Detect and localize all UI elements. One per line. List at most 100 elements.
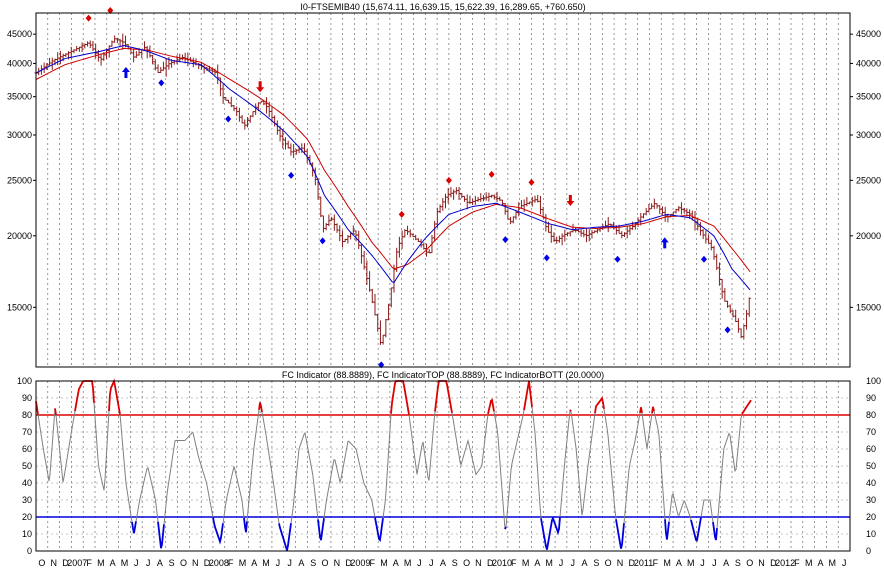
x-tick-label: A: [582, 558, 588, 568]
x-tick-label: S: [310, 558, 316, 568]
x-tick-label: D: [487, 558, 494, 568]
x-tick-label: S: [169, 558, 175, 568]
price-ytick-label-left: 20000: [7, 231, 32, 241]
x-tick-label: F: [86, 558, 92, 568]
indicator-plot-frame: [35, 380, 851, 552]
indicator-ytick-label-right: 80: [866, 410, 876, 420]
indicator-ytick-label-left: 40: [22, 478, 32, 488]
x-tick-label: J: [712, 558, 717, 568]
x-tick-label: M: [121, 558, 129, 568]
x-tick-label: A: [534, 558, 540, 568]
x-tick-label: D: [62, 558, 69, 568]
price-ytick-label-right: 15000: [856, 302, 881, 312]
x-tick-label: O: [180, 558, 187, 568]
x-tick-label: 2011: [634, 558, 653, 568]
buy-signal-arrow: [121, 66, 130, 78]
buy-signal-diamond: [700, 255, 707, 263]
x-tick-label: J: [287, 558, 292, 568]
x-tick-label: A: [817, 558, 823, 568]
x-tick-label: A: [110, 558, 116, 568]
price-ytick-label-right: 25000: [856, 175, 881, 185]
slow-moving-average-line: [35, 47, 751, 272]
indicator-panel: [35, 378, 850, 551]
x-tick-label: A: [298, 558, 304, 568]
x-tick-label: A: [251, 558, 257, 568]
indicator-ytick-label-left: 0: [27, 546, 32, 556]
x-tick-label: M: [97, 558, 105, 568]
sell-signal-arrow: [256, 81, 265, 93]
indicator-ytick-label-left: 70: [22, 427, 32, 437]
x-tick-label: S: [452, 558, 458, 568]
x-tick-label: F: [369, 558, 375, 568]
price-plot-frame: [35, 12, 851, 368]
x-tick-label: O: [463, 558, 470, 568]
x-tick-label: N: [475, 558, 482, 568]
x-tick-label: O: [746, 558, 753, 568]
x-tick-label: D: [629, 558, 636, 568]
price-ytick-label-left: 45000: [7, 29, 32, 39]
fc-indicator-line: [35, 379, 752, 551]
indicator-ytick-label-left: 50: [22, 461, 32, 471]
buy-signal-arrow: [660, 237, 669, 249]
x-tick-label: J: [146, 558, 151, 568]
indicator-ytick-label-right: 70: [866, 427, 876, 437]
x-tick-label: M: [380, 558, 388, 568]
x-tick-label: J: [417, 558, 422, 568]
price-chart-title: I0-FTSEMIB40 (15,674.11, 16,639.15, 15,6…: [300, 2, 585, 12]
buy-signal-diamond: [158, 79, 165, 87]
x-tick-label: 2010: [492, 558, 512, 568]
x-tick-label: A: [676, 558, 682, 568]
indicator-ytick-label-right: 50: [866, 461, 876, 471]
x-tick-label: M: [404, 558, 412, 568]
x-tick-label: J: [571, 558, 576, 568]
price-ytick-label-right: 20000: [856, 231, 881, 241]
x-tick-label: J: [842, 558, 847, 568]
x-tick-label: A: [157, 558, 163, 568]
indicator-ytick-label-right: 60: [866, 444, 876, 454]
x-tick-label: O: [38, 558, 45, 568]
x-tick-label: F: [653, 558, 659, 568]
indicator-ytick-label-right: 90: [866, 393, 876, 403]
x-tick-label: 2009: [350, 558, 370, 568]
price-ytick-label-right: 35000: [856, 92, 881, 102]
x-tick-label: A: [393, 558, 399, 568]
price-ytick-label-right: 30000: [856, 130, 881, 140]
x-tick-label: N: [192, 558, 199, 568]
buy-signal-diamond: [614, 255, 621, 263]
x-tick-label: J: [134, 558, 139, 568]
x-tick-label: A: [440, 558, 446, 568]
indicator-ytick-label-right: 20: [866, 512, 876, 522]
x-tick-label: M: [805, 558, 813, 568]
price-ytick-label-left: 40000: [7, 58, 32, 68]
x-tick-label: J: [700, 558, 705, 568]
x-tick-label: N: [617, 558, 624, 568]
x-tick-label: J: [559, 558, 564, 568]
x-tick-label: 2007: [67, 558, 87, 568]
indicator-chart-title: FC Indicator (88.8889), FC IndicatorTOP …: [282, 370, 604, 380]
x-tick-label: F: [228, 558, 234, 568]
sell-signal-diamond: [398, 210, 405, 218]
sell-signal-diamond: [107, 6, 114, 14]
x-tick-label: M: [545, 558, 553, 568]
x-tick-label: M: [239, 558, 247, 568]
buy-signal-diamond: [502, 236, 509, 244]
sell-signal-arrow: [566, 194, 575, 206]
indicator-ytick-label-left: 10: [22, 529, 32, 539]
indicator-ytick-label-left: 80: [22, 410, 32, 420]
fc-indicator-top-segment: [35, 378, 752, 415]
x-tick-label: M: [663, 558, 671, 568]
x-tick-label: O: [605, 558, 612, 568]
price-ytick-label-left: 35000: [7, 92, 32, 102]
price-ytick-label-right: 45000: [856, 29, 881, 39]
indicator-ytick-label-right: 40: [866, 478, 876, 488]
x-tick-label: O: [322, 558, 329, 568]
x-tick-label: S: [735, 558, 741, 568]
x-tick-label: D: [204, 558, 211, 568]
x-tick-label: F: [511, 558, 517, 568]
price-ytick-label-left: 30000: [7, 130, 32, 140]
x-tick-label: J: [276, 558, 281, 568]
buy-signal-diamond: [288, 171, 295, 179]
fast-moving-average-line: [35, 44, 751, 291]
